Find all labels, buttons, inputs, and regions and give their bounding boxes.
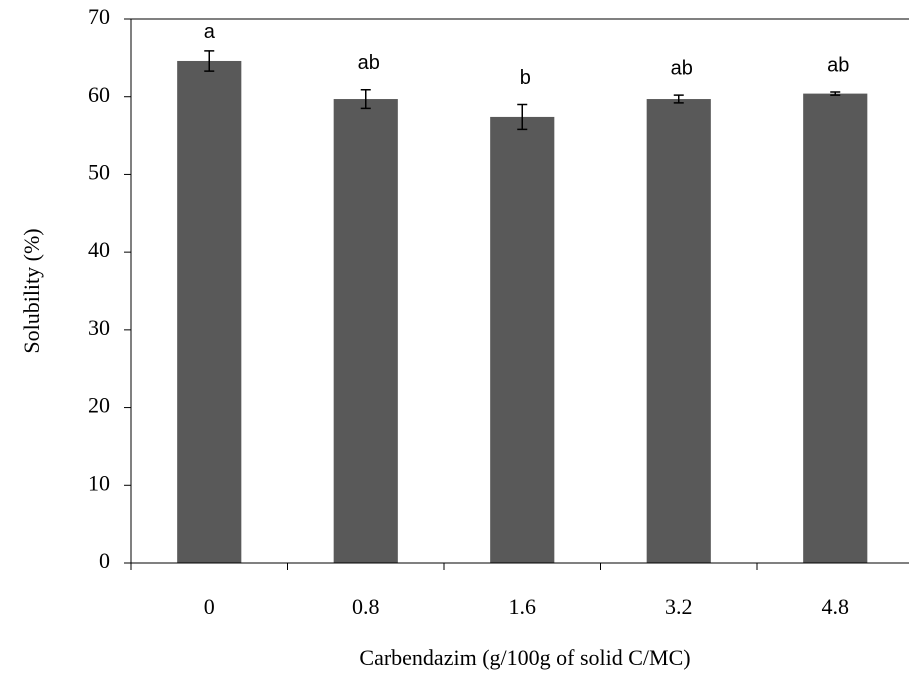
bar — [803, 93, 868, 563]
error-bar — [673, 94, 684, 104]
x-tick-label: 0.8 — [352, 594, 380, 619]
error-bar — [830, 91, 841, 96]
bar — [177, 60, 242, 564]
significance-letter: ab — [358, 52, 380, 74]
x-tick-label: 1.6 — [509, 594, 537, 619]
bar — [333, 99, 398, 563]
y-tick-label: 40 — [88, 237, 110, 262]
bar — [646, 99, 711, 563]
y-tick-label: 10 — [88, 470, 110, 495]
significance-letter: ab — [671, 57, 693, 79]
significance-letter: b — [520, 67, 531, 89]
bar — [490, 116, 555, 564]
x-axis-label: Carbendazim (g/100g of solid C/MC) — [359, 645, 690, 670]
x-tick-label: 4.8 — [822, 594, 850, 619]
y-tick-label: 0 — [99, 548, 110, 573]
error-bar — [360, 88, 371, 110]
y-axis-label: Solubility (%) — [19, 228, 44, 353]
y-tick-label: 30 — [88, 315, 110, 340]
error-bar — [517, 103, 528, 131]
x-tick-label: 0 — [204, 594, 215, 619]
y-tick-label: 70 — [88, 4, 110, 29]
error-bar — [204, 50, 215, 72]
x-tick-label: 3.2 — [665, 594, 693, 619]
significance-letter: a — [204, 21, 216, 43]
y-tick-label: 50 — [88, 159, 110, 184]
y-tick-label: 60 — [88, 82, 110, 107]
y-tick-label: 20 — [88, 393, 110, 418]
significance-letter: ab — [827, 54, 849, 76]
